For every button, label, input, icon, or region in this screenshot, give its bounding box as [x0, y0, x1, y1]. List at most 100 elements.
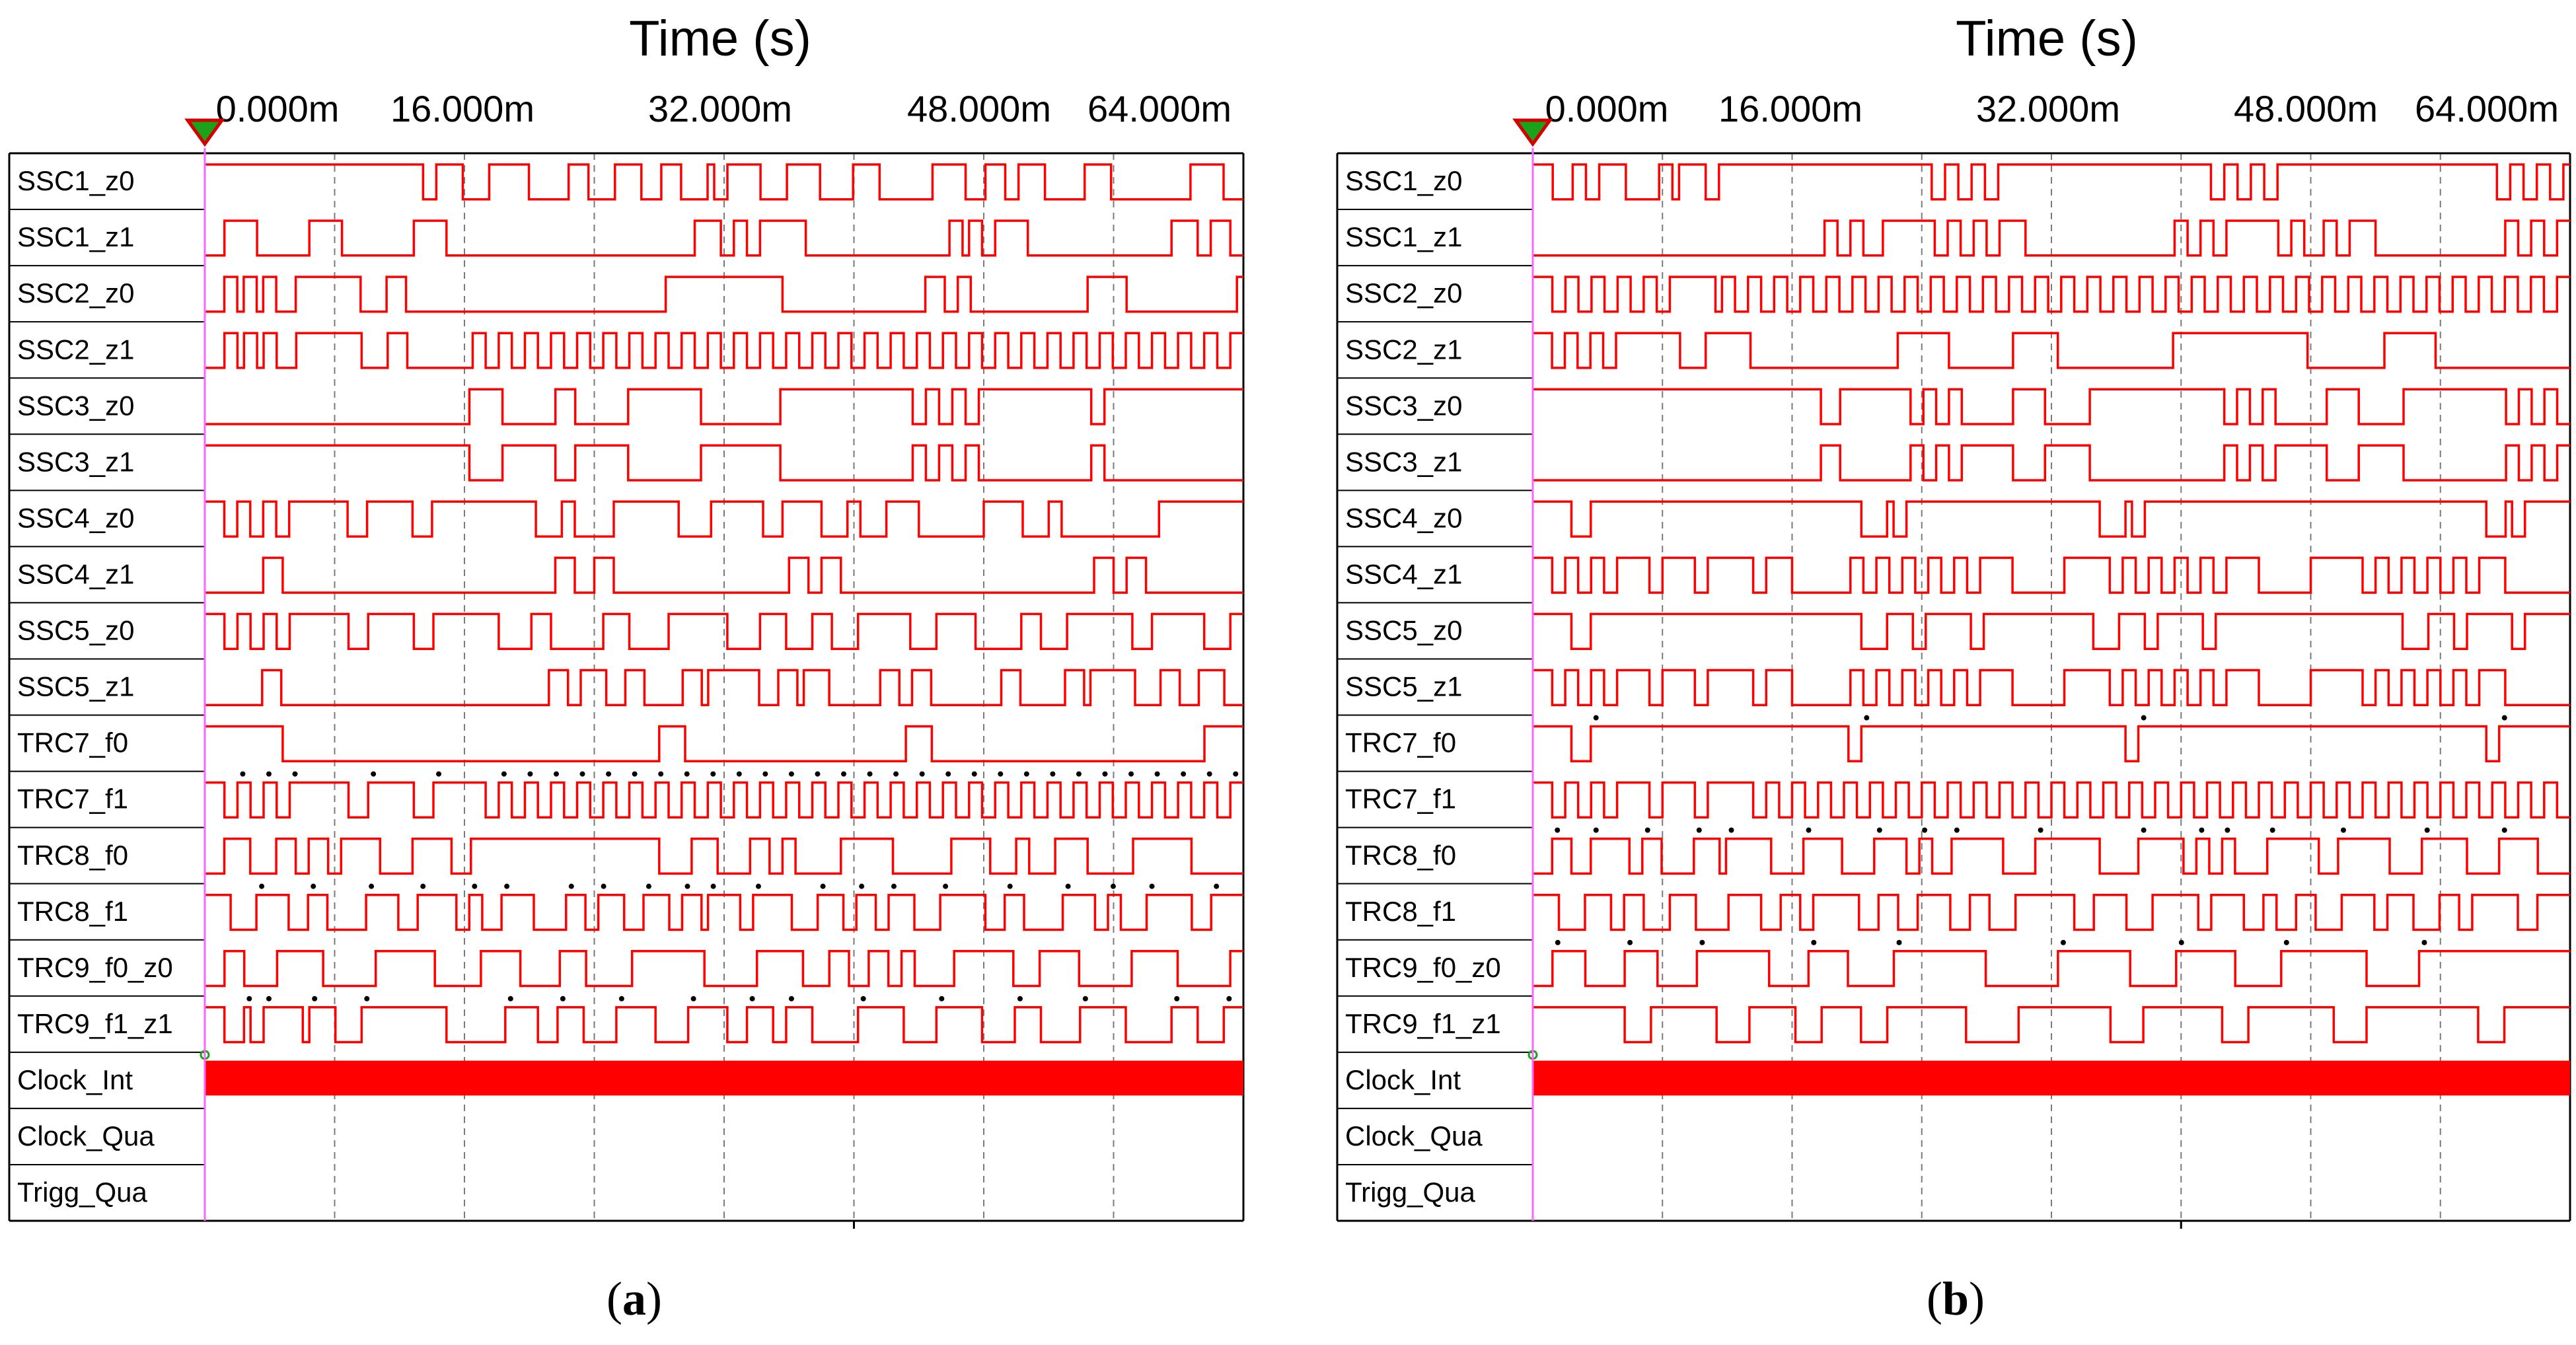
edge-marker	[632, 771, 638, 777]
waveform-ssc1-z1	[1533, 219, 2570, 257]
edge-marker	[2225, 827, 2230, 833]
signal-label-trc9-f1-z1: TRC9_f1_z1	[1345, 1008, 1501, 1039]
edge-marker	[762, 771, 768, 777]
edge-marker	[1954, 827, 1960, 833]
waveform-ssc4-z1	[205, 556, 1243, 594]
edge-marker	[2141, 715, 2147, 721]
edge-marker	[2141, 827, 2147, 833]
edge-marker	[2421, 939, 2427, 945]
edge-marker	[841, 771, 847, 777]
edge-marker	[364, 996, 370, 1001]
signal-label-clock-qua: Clock_Qua	[1345, 1120, 1483, 1151]
signal-label-ssc3-z1: SSC3_z1	[17, 446, 134, 477]
signal-label-ssc5-z0: SSC5_z0	[17, 615, 134, 646]
signal-label-clock-int: Clock_Int	[1345, 1064, 1461, 1095]
waveform-ssc4-z0	[205, 500, 1243, 538]
waveform-ssc1-z0	[205, 163, 1243, 201]
edge-marker	[472, 883, 478, 889]
x-tick-label: 16.000m	[1718, 88, 1862, 129]
waveform-ssc3-z1	[1533, 444, 2570, 482]
edge-marker	[1226, 996, 1232, 1001]
signal-label-trc9-f0-z0: TRC9_f0_z0	[17, 952, 173, 983]
caption-a: (a)	[568, 1272, 700, 1327]
edge-marker	[1233, 771, 1239, 777]
edge-marker	[1811, 939, 1817, 945]
edge-marker	[690, 996, 696, 1001]
signal-label-ssc1-z1: SSC1_z1	[17, 221, 134, 252]
edge-marker	[1922, 827, 1928, 833]
signal-label-trc9-f0-z0: TRC9_f0_z0	[1345, 952, 1501, 983]
signal-label-ssc4-z1: SSC4_z1	[17, 559, 134, 590]
waveform-ssc1-z0	[1533, 163, 2570, 201]
edge-marker	[939, 996, 945, 1001]
waveform-ssc3-z0	[1533, 388, 2570, 425]
signal-label-ssc4-z0: SSC4_z0	[1345, 502, 1462, 533]
waveform-ssc1-z1	[205, 219, 1243, 257]
edge-marker	[684, 883, 690, 889]
edge-marker	[618, 996, 624, 1001]
x-tick-label: 48.000m	[907, 88, 1051, 129]
edge-marker	[420, 883, 426, 889]
edge-marker	[1154, 771, 1160, 777]
edge-marker	[1128, 771, 1134, 777]
waveform-trc9-f1-z1	[1533, 1006, 2570, 1044]
signal-label-trc8-f0: TRC8_f0	[1345, 840, 1456, 871]
edge-marker	[579, 771, 585, 777]
x-tick-label: 32.000m	[1976, 88, 2120, 129]
edge-marker	[507, 996, 513, 1001]
signal-label-ssc2-z0: SSC2_z0	[1345, 277, 1462, 309]
signal-label-ssc1-z1: SSC1_z1	[1345, 221, 1462, 252]
waveform-ssc3-z0	[205, 388, 1243, 425]
edge-marker	[568, 883, 574, 889]
waveform-ssc4-z1	[1533, 556, 2570, 594]
caption-b: (b)	[1890, 1272, 2022, 1327]
edge-marker	[2501, 827, 2507, 833]
edge-marker	[504, 883, 510, 889]
x-tick-label: 64.000m	[2415, 88, 2559, 129]
waveform-trc9-f1-z1	[205, 1006, 1243, 1044]
edge-marker	[1876, 827, 1882, 833]
waveform-ssc4-z0	[1533, 500, 2570, 538]
edge-marker	[1050, 771, 1056, 777]
waveform-ssc5-z0	[205, 612, 1243, 650]
edge-marker	[860, 996, 866, 1001]
signal-label-trc7-f0: TRC7_f0	[1345, 727, 1456, 758]
clock-int-bar	[205, 1060, 1243, 1096]
edge-marker	[1102, 771, 1108, 777]
edge-marker	[246, 996, 252, 1001]
waveform-ssc2-z0	[1533, 275, 2570, 313]
caption-b-open: (	[1926, 1272, 1942, 1325]
edge-marker	[1007, 883, 1013, 889]
timing-panel-b: Time (s) 0.000m 16.000m 32.000m 48.000m 64.00…	[1328, 0, 2576, 1345]
signal-label-trc8-f1: TRC8_f1	[1345, 896, 1456, 927]
edge-marker	[1699, 939, 1705, 945]
edge-marker	[2199, 827, 2205, 833]
waveform-trc9-f0-z0	[1533, 949, 2570, 988]
waveform-trc8-f1	[205, 893, 1243, 931]
edge-marker	[710, 883, 716, 889]
edge-marker	[1593, 827, 1599, 833]
edge-marker	[2340, 827, 2346, 833]
waveform-trc7-f1	[205, 781, 1243, 819]
signal-label-ssc2-z1: SSC2_z1	[17, 334, 134, 365]
edge-marker	[658, 771, 664, 777]
signal-label-trc9-f1-z1: TRC9_f1_z1	[17, 1008, 173, 1039]
edge-marker	[815, 771, 821, 777]
edge-marker	[1555, 939, 1561, 945]
edge-marker	[1806, 827, 1812, 833]
edge-marker	[945, 771, 951, 777]
edge-marker	[1896, 939, 1902, 945]
edge-marker	[311, 883, 316, 889]
edge-marker	[2283, 939, 2289, 945]
edge-marker	[1696, 827, 1702, 833]
edge-marker	[369, 883, 375, 889]
edge-marker	[606, 771, 612, 777]
edge-marker	[259, 883, 265, 889]
edge-marker	[601, 883, 607, 889]
edge-marker	[891, 883, 897, 889]
waveform-ssc2-z0	[205, 275, 1243, 313]
edge-marker	[1555, 827, 1561, 833]
signal-label-ssc2-z0: SSC2_z0	[17, 277, 134, 309]
edge-marker	[2178, 939, 2184, 945]
edge-marker	[527, 771, 533, 777]
